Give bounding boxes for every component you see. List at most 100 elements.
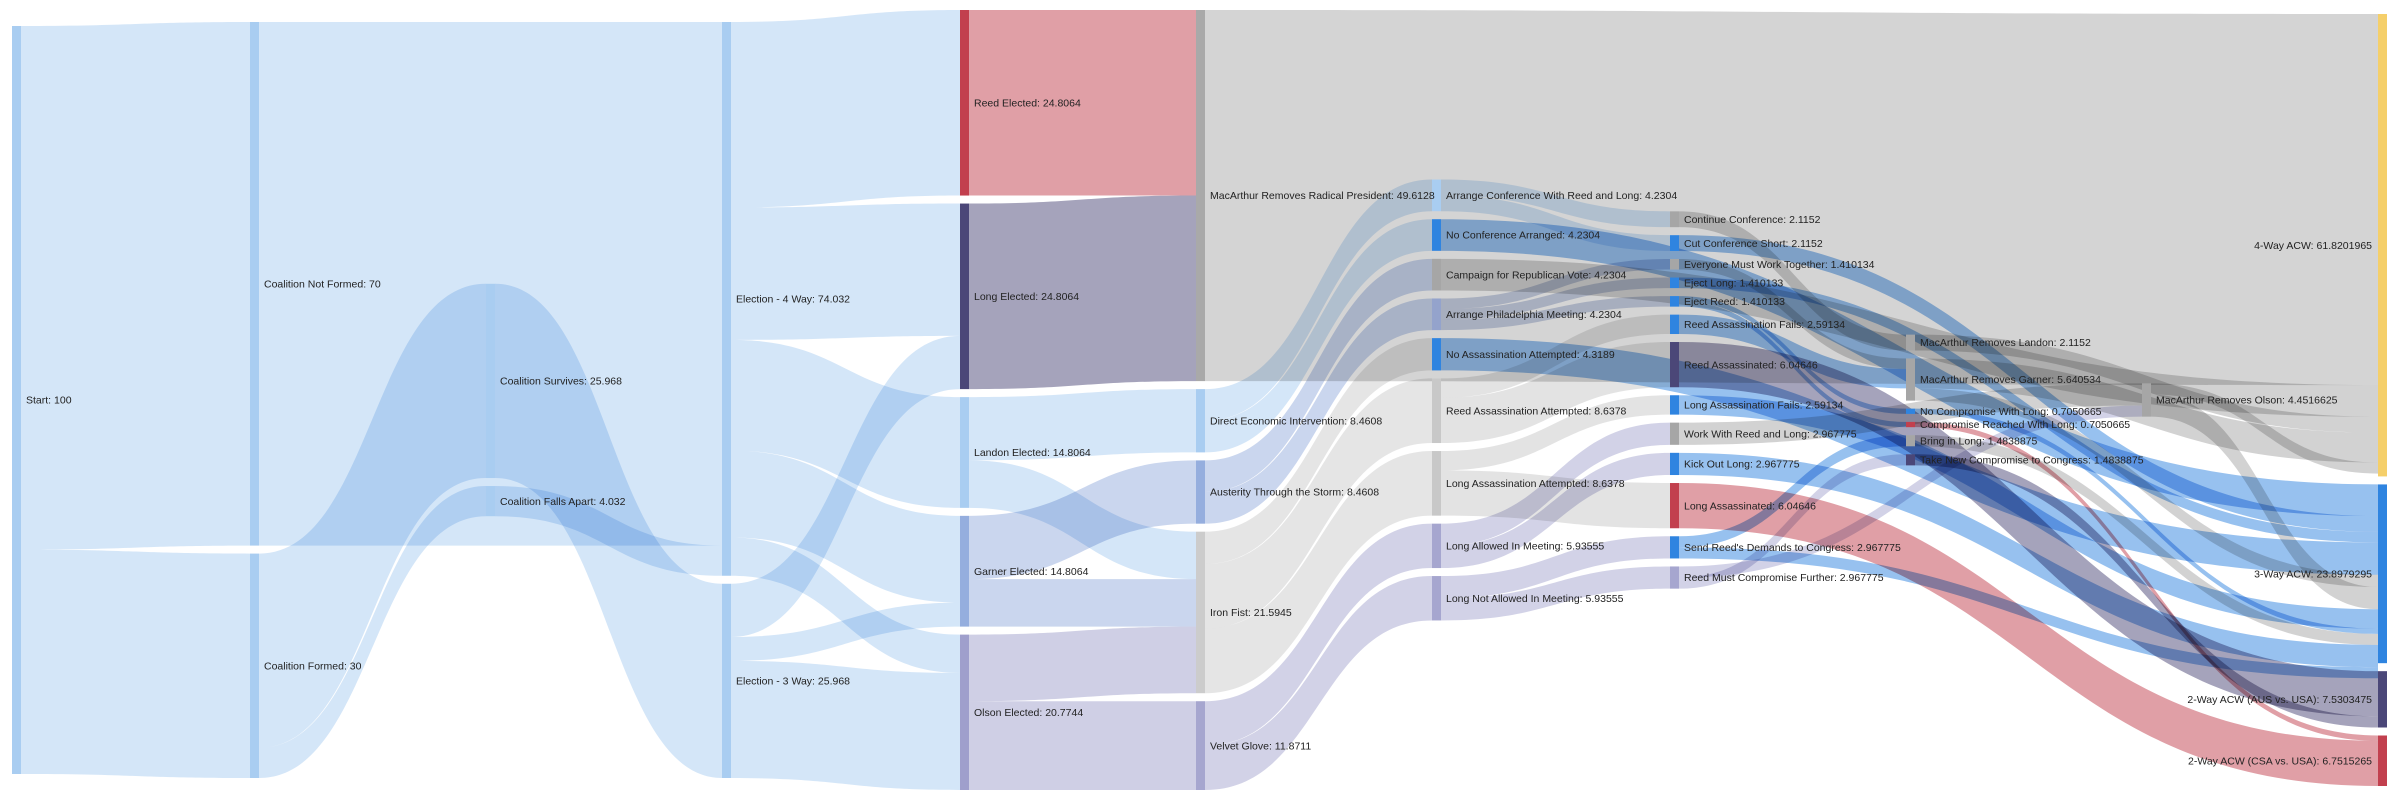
node-no-conf[interactable] bbox=[1432, 219, 1441, 251]
node-label-acw3: 3-Way ACW: 23.8979295 bbox=[2254, 568, 2372, 580]
node-label-olson: Olson Elected: 20.7744 bbox=[974, 707, 1083, 719]
node-long-allowed[interactable] bbox=[1432, 523, 1441, 569]
node-label-mac-olson: MacArthur Removes Olson: 4.4516625 bbox=[2156, 395, 2338, 407]
node-label-mac-removes-pres: MacArthur Removes Radical President: 49.… bbox=[1210, 190, 1435, 202]
node-mac-garner[interactable] bbox=[1906, 358, 1915, 401]
node-eject-reed[interactable] bbox=[1670, 296, 1679, 307]
node-long-assn-fails[interactable] bbox=[1670, 395, 1679, 415]
node-mac-olson[interactable] bbox=[2142, 383, 2151, 417]
node-label-iron-fist: Iron Fist: 21.5945 bbox=[1210, 607, 1292, 619]
node-label-eject-reed: Eject Reed: 1.410133 bbox=[1684, 296, 1785, 308]
link-iron-fist-to-reed-assn-att bbox=[1205, 378, 1432, 629]
link-long-allowed-to-kick-out bbox=[1441, 452, 1670, 569]
node-work-with[interactable] bbox=[1670, 422, 1679, 445]
node-send-demands[interactable] bbox=[1670, 536, 1679, 559]
node-mac-landon[interactable] bbox=[1906, 334, 1915, 351]
link-formed-to-falls bbox=[259, 486, 486, 778]
node-no-assn[interactable] bbox=[1432, 338, 1441, 371]
node-olson[interactable] bbox=[960, 634, 969, 790]
node-label-everyone-work: Everyone Must Work Together: 1.410134 bbox=[1684, 259, 1875, 271]
node-comp-reached[interactable] bbox=[1906, 421, 1915, 428]
link-landon-to-dei bbox=[969, 389, 1196, 461]
node-label-cut-conf: Cut Conference Short: 2.1152 bbox=[1684, 238, 1823, 250]
node-label-long-assn-att: Long Assassination Attempted: 8.6378 bbox=[1446, 478, 1625, 490]
link-philly-to-everyone-work bbox=[1441, 258, 1670, 310]
link-e4-to-reed bbox=[731, 171, 960, 208]
link-austerity-to-philly bbox=[1205, 298, 1432, 524]
node-reed-assn-att[interactable] bbox=[1432, 378, 1441, 444]
node-label-send-demands: Send Reed's Demands to Congress: 2.96777… bbox=[1684, 542, 1901, 554]
node-acw4[interactable] bbox=[2378, 14, 2387, 477]
node-eject-long[interactable] bbox=[1670, 277, 1679, 289]
node-label-long-assassinated: Long Assassinated: 6.04646 bbox=[1684, 500, 1816, 512]
node-campaign[interactable] bbox=[1432, 258, 1441, 291]
node-take-new[interactable] bbox=[1906, 454, 1915, 466]
node-reed-compromise[interactable] bbox=[1670, 566, 1679, 589]
node-continue-conf[interactable] bbox=[1670, 211, 1679, 228]
node-not-formed[interactable] bbox=[250, 22, 259, 546]
node-arrange-conf[interactable] bbox=[1432, 179, 1441, 212]
node-label-no-assn: No Assassination Attempted: 4.3189 bbox=[1446, 349, 1615, 361]
node-bring-in[interactable] bbox=[1906, 435, 1915, 447]
node-velvet[interactable] bbox=[1196, 701, 1205, 790]
node-acw2-csa[interactable] bbox=[2378, 735, 2387, 786]
link-reed-compromise-to-take-new bbox=[1679, 454, 1906, 589]
node-label-formed: Coalition Formed: 30 bbox=[264, 660, 362, 672]
node-e3[interactable] bbox=[722, 583, 731, 778]
node-label-comp-reached: Compromise Reached With Long: 0.7050665 bbox=[1920, 419, 2130, 431]
link-arrange-conf-to-continue-conf bbox=[1441, 179, 1670, 228]
link-mac-olson-to-acw4 bbox=[2151, 383, 2378, 474]
node-label-falls: Coalition Falls Apart: 4.032 bbox=[500, 496, 626, 508]
link-e3-to-garner bbox=[731, 602, 960, 661]
link-e3-to-long bbox=[731, 335, 960, 637]
node-label-reed: Reed Elected: 24.8064 bbox=[974, 97, 1081, 109]
node-landon[interactable] bbox=[960, 397, 969, 508]
node-long-not-allowed[interactable] bbox=[1432, 576, 1441, 621]
link-everyone-work-to-mac-garner bbox=[1679, 258, 1906, 369]
link-e4-to-long bbox=[731, 203, 960, 327]
node-label-no-comp: No Compromise With Long: 0.7050665 bbox=[1920, 406, 2102, 418]
node-long-assn-att[interactable] bbox=[1432, 451, 1441, 516]
node-reed-assn-fails[interactable] bbox=[1670, 314, 1679, 335]
node-start[interactable] bbox=[12, 26, 21, 774]
link-garner-to-austerity bbox=[969, 460, 1196, 580]
node-kick-out[interactable] bbox=[1670, 452, 1679, 476]
link-continue-conf-to-mac-landon bbox=[1679, 211, 1906, 351]
node-long-assassinated[interactable] bbox=[1670, 483, 1679, 529]
link-mac-garner-to-acw3 bbox=[1915, 388, 2378, 587]
link-olson-to-velvet bbox=[969, 701, 1196, 790]
node-label-continue-conf: Continue Conference: 2.1152 bbox=[1684, 214, 1821, 226]
node-dei[interactable] bbox=[1196, 389, 1205, 453]
node-philly[interactable] bbox=[1432, 298, 1441, 331]
node-label-start: Start: 100 bbox=[26, 395, 72, 407]
node-austerity[interactable] bbox=[1196, 460, 1205, 524]
node-long[interactable] bbox=[960, 203, 969, 390]
node-formed[interactable] bbox=[250, 553, 259, 778]
node-label-reed-compromise: Reed Must Compromise Further: 2.967775 bbox=[1684, 572, 1884, 584]
link-survives-to-e3 bbox=[495, 283, 722, 778]
node-survives[interactable] bbox=[486, 283, 495, 479]
link-bring-in-to-acw3 bbox=[1915, 435, 2378, 645]
link-long-assassinated-to-acw2-csa bbox=[1679, 483, 2378, 786]
node-reed[interactable] bbox=[960, 10, 969, 196]
node-label-kick-out: Kick Out Long: 2.967775 bbox=[1684, 459, 1800, 471]
node-mac-removes-pres[interactable] bbox=[1196, 10, 1205, 382]
node-label-acw2-aus: 2-Way ACW (AUS vs. USA): 7.5303475 bbox=[2187, 694, 2372, 706]
node-e4[interactable] bbox=[722, 22, 731, 576]
node-falls[interactable] bbox=[486, 486, 495, 517]
link-philly-to-eject-long bbox=[1441, 277, 1670, 320]
link-reed-assn-att-to-reed-assassinated bbox=[1441, 342, 1670, 444]
node-everyone-work[interactable] bbox=[1670, 258, 1679, 270]
node-no-comp[interactable] bbox=[1906, 408, 1915, 414]
node-acw2-aus[interactable] bbox=[2378, 671, 2387, 728]
node-cut-conf[interactable] bbox=[1670, 235, 1679, 251]
node-label-long-allowed: Long Allowed In Meeting: 5.93555 bbox=[1446, 541, 1604, 553]
node-label-long: Long Elected: 24.8064 bbox=[974, 291, 1079, 303]
link-reed-assn-fails-to-mac-garner bbox=[1679, 314, 1906, 389]
node-iron-fist[interactable] bbox=[1196, 531, 1205, 694]
node-reed-assassinated[interactable] bbox=[1670, 342, 1679, 388]
node-acw3[interactable] bbox=[2378, 484, 2387, 664]
node-garner[interactable] bbox=[960, 515, 969, 627]
link-long-assn-att-to-long-assn-fails bbox=[1441, 395, 1670, 471]
